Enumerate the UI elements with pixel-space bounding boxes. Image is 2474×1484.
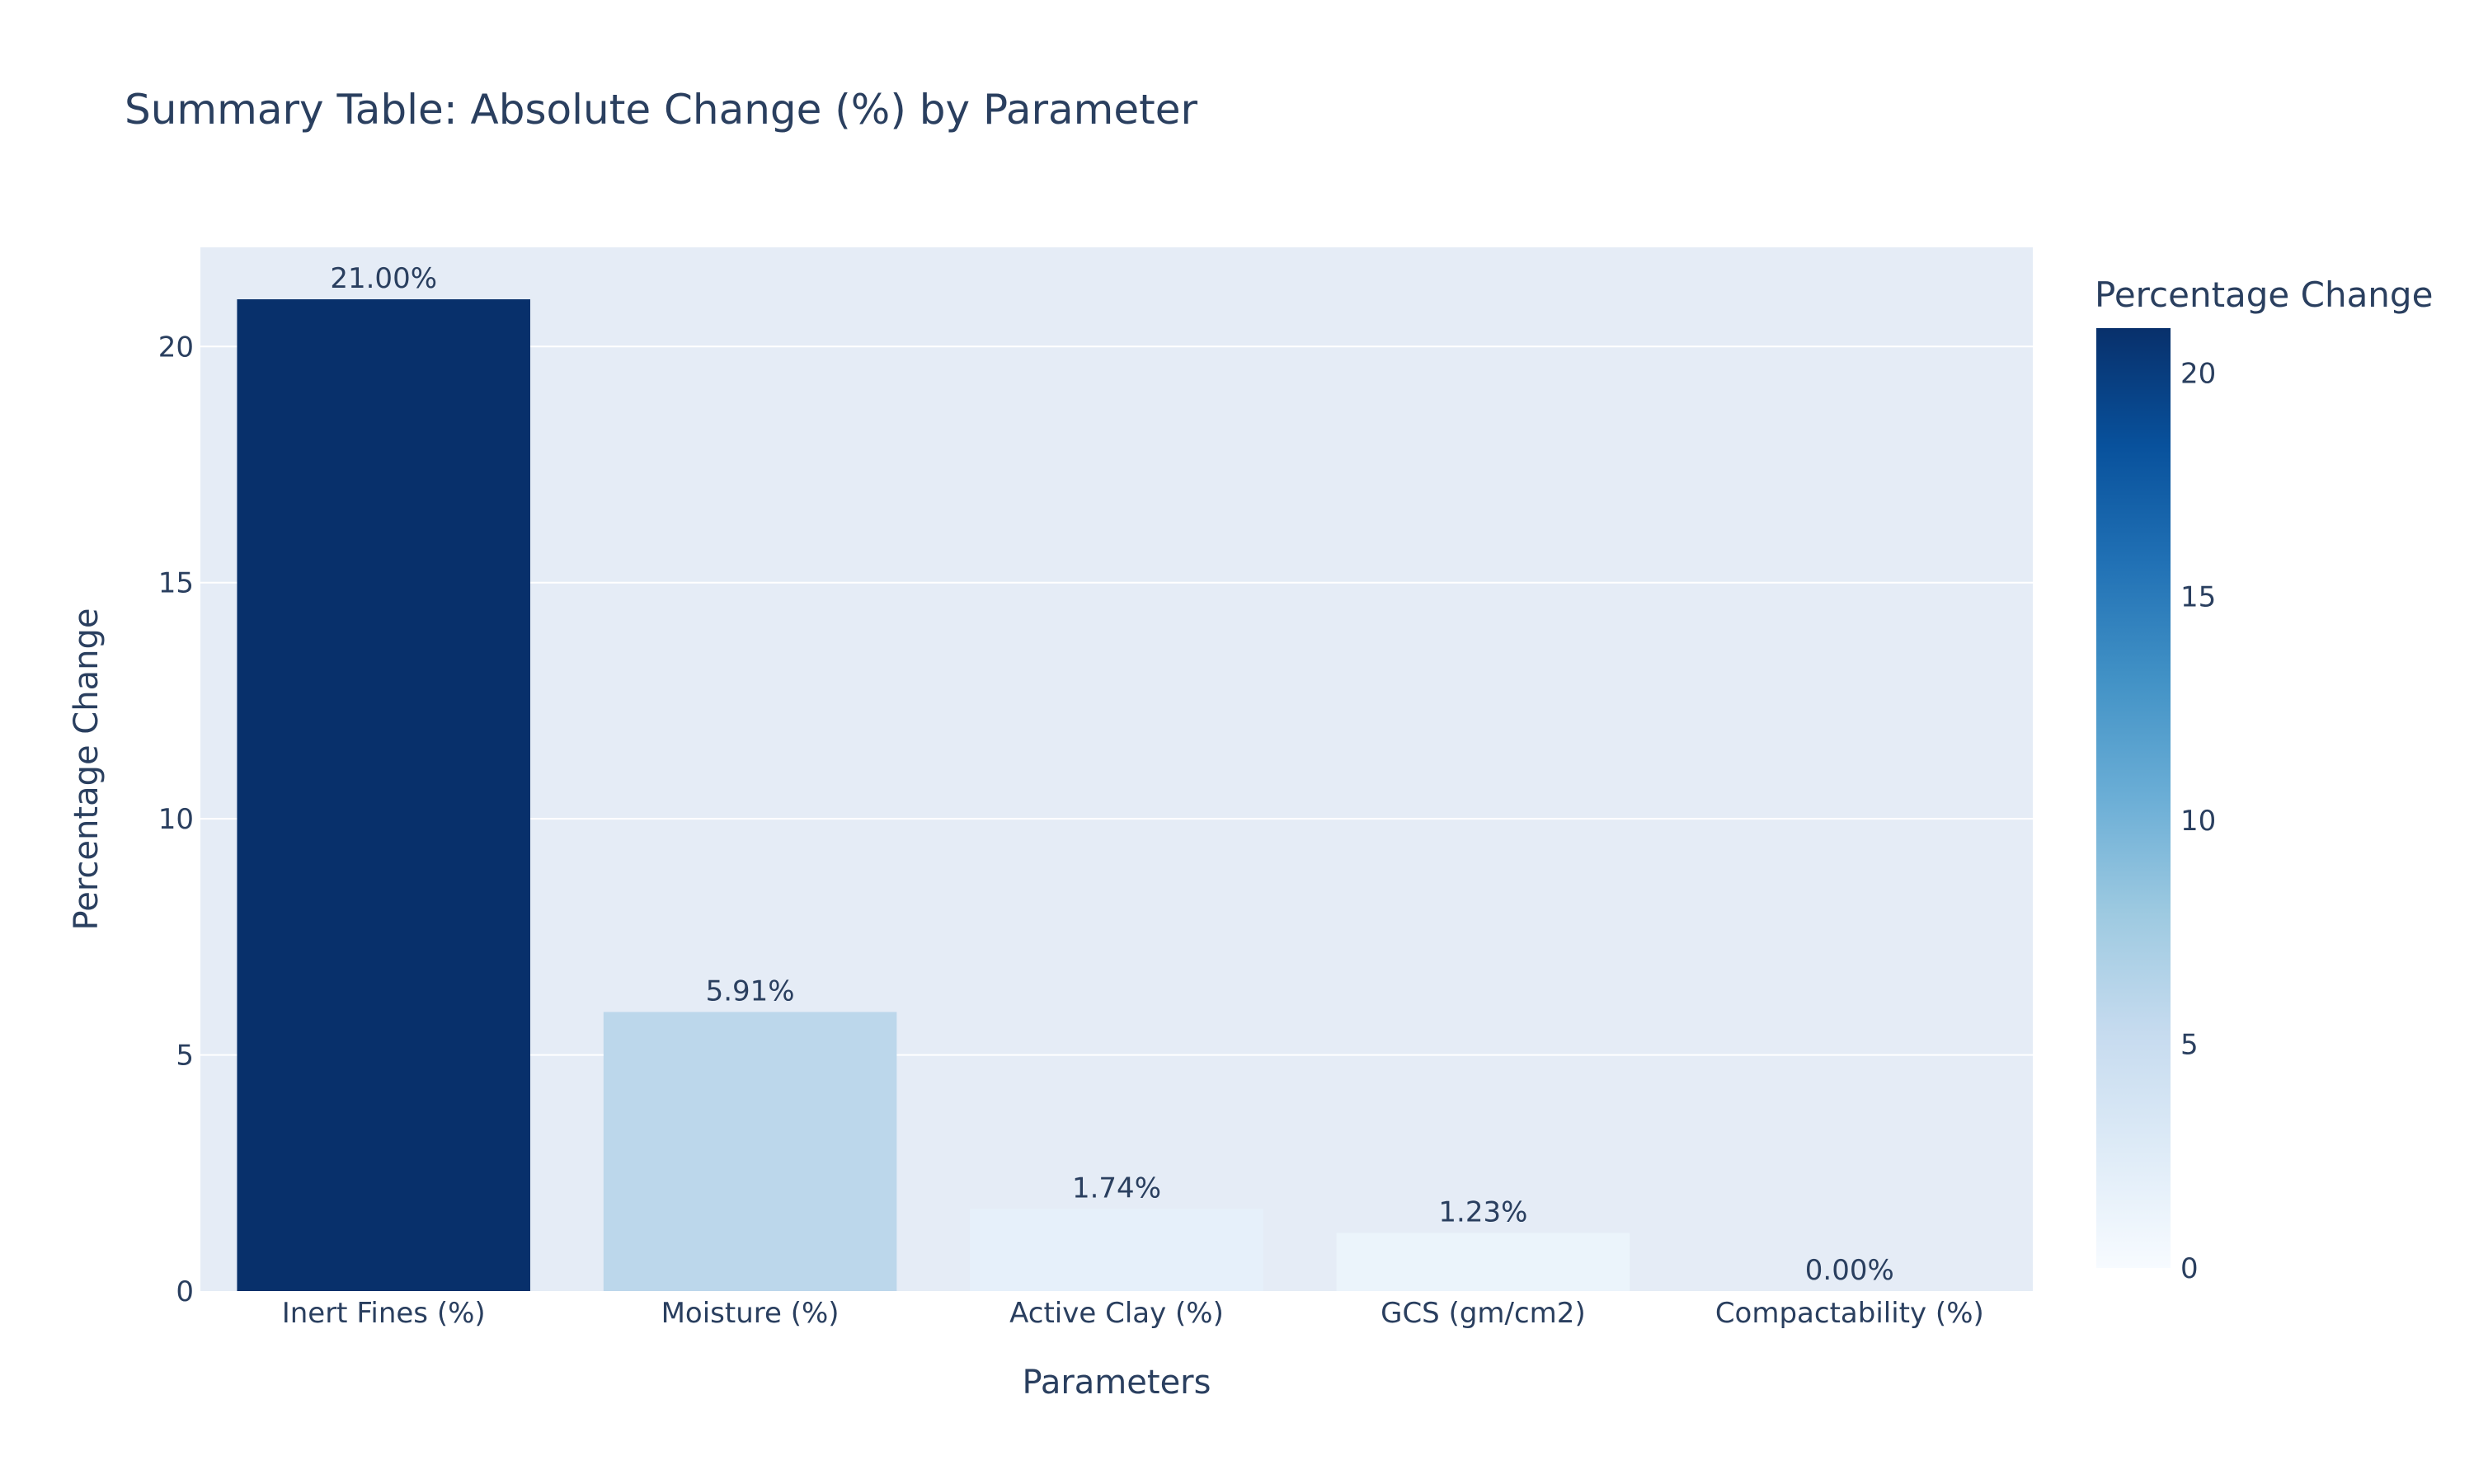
colorbar-tick-label: 15 [2180, 581, 2216, 614]
y-axis-title: Percentage Change [68, 608, 106, 931]
bar-data-label: 1.23% [1438, 1196, 1527, 1229]
bar[interactable] [1336, 1233, 1630, 1291]
colorbar-tick-label: 10 [2180, 805, 2216, 838]
x-axis-ticks: Inert Fines (%) Moisture (%) Active Clay (… [282, 1297, 1984, 1330]
bar-data-label: 21.00% [330, 262, 437, 295]
x-tick-label: Moisture (%) [661, 1297, 840, 1330]
x-tick-label: Inert Fines (%) [282, 1297, 486, 1330]
colorbar-gradient [2096, 328, 2171, 1268]
x-tick-label: GCS (gm/cm2) [1380, 1297, 1586, 1330]
y-tick-label: 0 [176, 1275, 194, 1308]
x-tick-label: Active Clay (%) [1009, 1297, 1224, 1330]
bars [237, 299, 1630, 1292]
y-tick-label: 5 [176, 1040, 194, 1073]
y-tick-label: 20 [158, 331, 194, 364]
chart-title: Summary Table: Absolute Change (%) by Pa… [125, 86, 1198, 134]
y-tick-label: 15 [158, 567, 194, 600]
colorbar-tick-label: 0 [2180, 1252, 2199, 1285]
y-tick-label: 10 [158, 803, 194, 836]
colorbar: Percentage Change 0 5 10 15 20 [2095, 275, 2433, 1285]
colorbar-ticks: 0 5 10 15 20 [2180, 357, 2216, 1285]
colorbar-tick-label: 20 [2180, 357, 2216, 390]
x-tick-label: Compactability (%) [1715, 1297, 1984, 1330]
bar[interactable] [970, 1209, 1263, 1291]
colorbar-tick-label: 5 [2180, 1029, 2199, 1062]
colorbar-title: Percentage Change [2095, 275, 2433, 315]
x-axis-title: Parameters [1023, 1364, 1211, 1402]
data-labels: 21.00% 5.91% 1.74% 1.23% 0.00% [330, 262, 1893, 1287]
bar[interactable] [603, 1012, 897, 1291]
bar-data-label: 0.00% [1805, 1254, 1894, 1287]
bar-data-label: 5.91% [706, 974, 795, 1007]
bar-data-label: 1.74% [1072, 1172, 1161, 1205]
bar[interactable] [237, 299, 530, 1292]
y-axis-ticks: 0 5 10 15 20 [158, 331, 194, 1308]
